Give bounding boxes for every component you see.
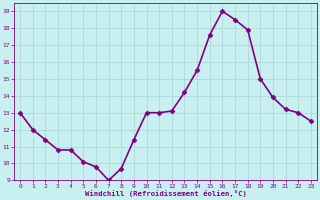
X-axis label: Windchill (Refroidissement éolien,°C): Windchill (Refroidissement éolien,°C) bbox=[84, 190, 246, 197]
